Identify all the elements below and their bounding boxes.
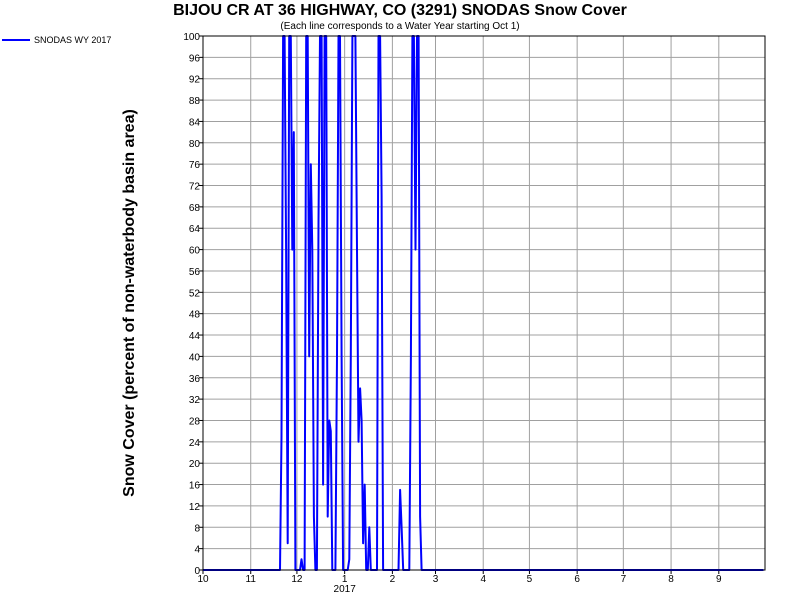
y-tick-label: 24 xyxy=(189,438,201,449)
y-tick-label: 4 xyxy=(194,545,200,556)
y-tick-label: 0 xyxy=(194,566,200,577)
x-tick-label: 4 xyxy=(480,574,486,585)
y-tick-label: 64 xyxy=(189,224,201,235)
x-tick-label: 11 xyxy=(246,574,257,585)
y-tick-label: 48 xyxy=(189,310,201,321)
legend-swatch xyxy=(2,39,30,41)
x-tick-label: 9 xyxy=(716,574,722,585)
grid xyxy=(202,35,765,571)
x-tick-label: 5 xyxy=(527,574,533,585)
y-axis-ticks: 0481216202428323640444852566064687276808… xyxy=(183,32,203,577)
y-tick-label: 92 xyxy=(189,75,201,86)
plot-frame xyxy=(202,35,766,571)
y-tick-label: 72 xyxy=(189,182,201,193)
x-tick-label: 12 xyxy=(291,574,303,585)
y-tick-label: 60 xyxy=(189,246,201,257)
y-tick-label: 84 xyxy=(189,117,201,128)
x-tick-label: 10 xyxy=(197,574,209,585)
y-tick-label: 8 xyxy=(194,523,200,534)
legend: SNODAS WY 2017 xyxy=(2,35,111,45)
y-tick-label: 76 xyxy=(189,160,201,171)
y-tick-label: 16 xyxy=(189,481,201,492)
y-tick-label: 36 xyxy=(189,374,201,385)
y-tick-label: 100 xyxy=(183,32,200,43)
y-tick-label: 28 xyxy=(189,416,201,427)
y-tick-label: 68 xyxy=(189,203,201,214)
y-tick-label: 52 xyxy=(189,288,201,299)
y-tick-label: 20 xyxy=(189,459,201,470)
x-tick-label: 3 xyxy=(433,574,439,585)
x-tick-label: 7 xyxy=(621,574,627,585)
y-tick-label: 80 xyxy=(189,139,201,150)
x-tick-label: 1 xyxy=(342,574,348,585)
y-tick-label: 32 xyxy=(189,395,201,406)
x-year-label: 2017 xyxy=(334,584,357,595)
y-tick-label: 56 xyxy=(189,267,201,278)
y-tick-label: 12 xyxy=(189,502,201,513)
x-tick-label: 2 xyxy=(390,574,396,585)
y-tick-label: 96 xyxy=(189,53,201,64)
y-tick-label: 40 xyxy=(189,352,201,363)
y-tick-label: 88 xyxy=(189,96,201,107)
y-tick-label: 44 xyxy=(189,331,201,342)
x-tick-label: 8 xyxy=(668,574,674,585)
x-tick-label: 6 xyxy=(574,574,580,585)
chart-title: BIJOU CR AT 36 HIGHWAY, CO (3291) SNODAS… xyxy=(173,2,627,19)
legend-label: SNODAS WY 2017 xyxy=(34,35,112,45)
chart-subtitle: (Each line corresponds to a Water Year s… xyxy=(280,21,520,32)
